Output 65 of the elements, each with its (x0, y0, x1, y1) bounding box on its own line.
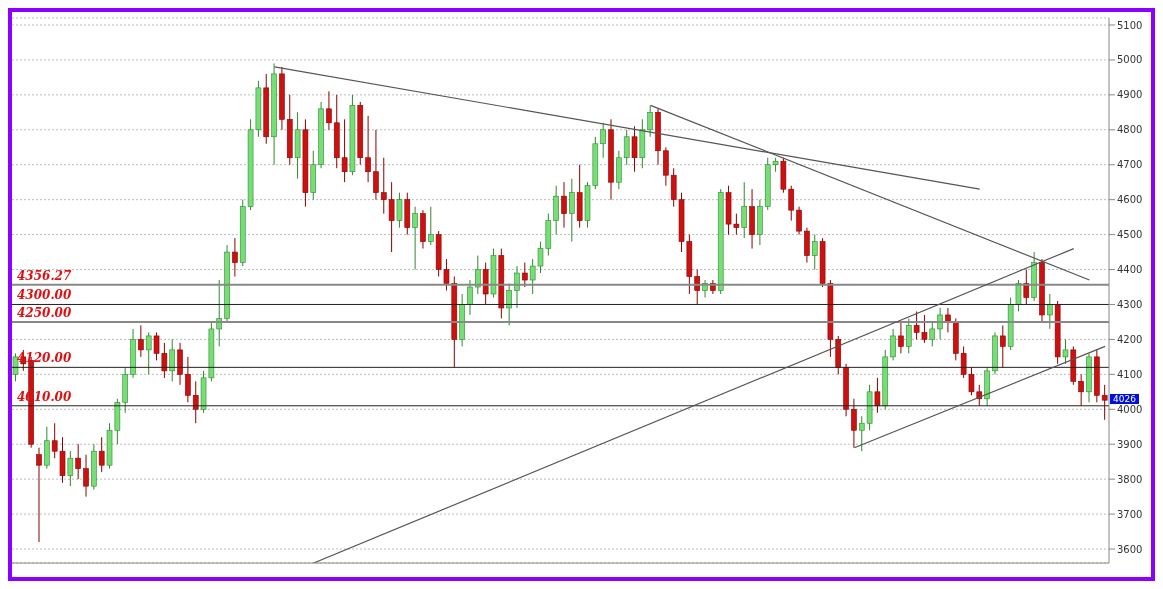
y-tick-label: 3600 (1117, 543, 1143, 555)
candlestick (937, 307, 943, 340)
candlestick (467, 279, 473, 316)
y-tick-label: 4100 (1117, 368, 1143, 380)
y-tick-label: 4300 (1117, 299, 1143, 311)
candlestick (811, 234, 818, 271)
candlestick (631, 125, 638, 173)
candlestick (874, 377, 881, 414)
candlestick (890, 328, 896, 361)
candlestick (138, 324, 144, 358)
candlestick (1078, 373, 1084, 407)
candlestick (898, 321, 904, 354)
candlestick (569, 178, 575, 243)
candlestick (945, 307, 951, 333)
y-tick-label: 3800 (1117, 473, 1143, 485)
candlestick (929, 321, 936, 347)
y-tick-label: 5100 (1117, 19, 1143, 31)
candlestick (396, 192, 403, 229)
y-tick-label: 4700 (1117, 159, 1143, 171)
candlestick (1000, 324, 1006, 368)
candlestick (412, 206, 418, 271)
candlestick (1047, 293, 1053, 330)
ref-line-label: 4250.00 (17, 305, 72, 320)
candlestick (67, 450, 74, 487)
candlestick (623, 129, 630, 166)
candlestick (232, 237, 238, 278)
candlestick (514, 265, 520, 309)
candlestick (741, 181, 748, 239)
candlestick (75, 443, 81, 480)
candlestick (98, 436, 105, 473)
candlestick (192, 380, 199, 424)
candlestick (185, 356, 191, 403)
y-tick-label: 4600 (1117, 194, 1143, 206)
y-tick-label: 4500 (1117, 229, 1143, 241)
y-tick-label: 3700 (1117, 508, 1143, 520)
ref-line-label: 4356.27 (17, 268, 72, 283)
candlestick (522, 262, 528, 288)
candlestick (326, 90, 332, 131)
y-tick-label: 4200 (1117, 333, 1143, 345)
y-tick-label: 4000 (1117, 403, 1143, 415)
candlestick (851, 398, 857, 449)
candlestick (475, 255, 481, 295)
candlestick (1101, 384, 1108, 421)
candlestick (427, 206, 434, 246)
candlestick (1023, 269, 1030, 305)
candlestick (365, 115, 371, 183)
y-tick-label: 4800 (1117, 124, 1143, 136)
candlestick (145, 331, 152, 375)
candlestick (83, 454, 89, 498)
candlestick (1015, 279, 1022, 312)
candlestick (1062, 338, 1069, 365)
candlestick (796, 206, 802, 236)
ref-line-label: 4300.00 (17, 288, 72, 303)
y-tick-label: 5000 (1117, 54, 1143, 66)
candlestick (373, 129, 379, 201)
y-tick-label: 4400 (1117, 264, 1143, 276)
candlestick (905, 317, 912, 354)
candlestick (36, 447, 42, 543)
y-tick-label: 3900 (1117, 438, 1143, 450)
candlestick (169, 338, 176, 382)
candlestick (12, 352, 19, 382)
candlestick (600, 122, 606, 159)
y-tick-label: 4900 (1117, 89, 1143, 101)
candlestick (561, 181, 567, 229)
annotation: 4026 (1110, 394, 1139, 405)
